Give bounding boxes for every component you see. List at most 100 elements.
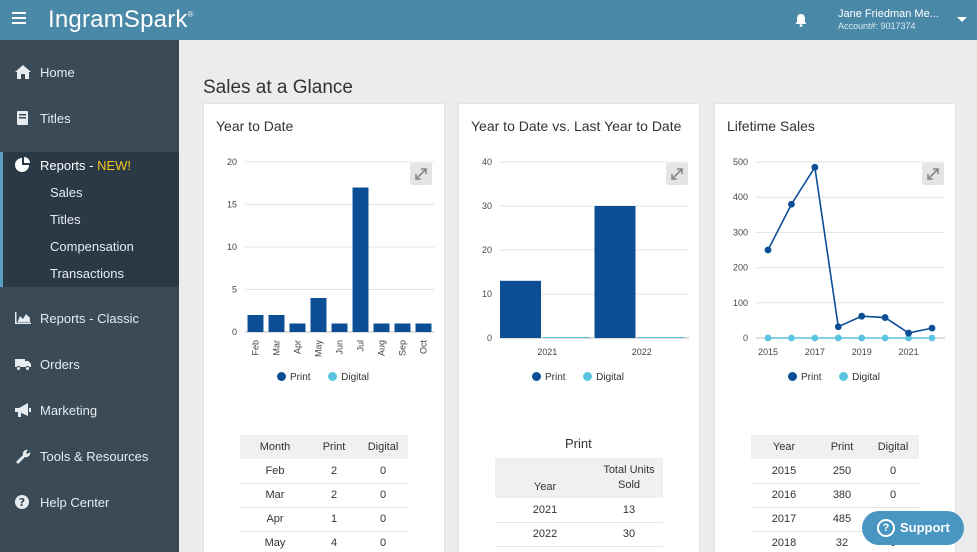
expand-icon <box>927 168 939 180</box>
table-cell: Apr <box>240 507 310 532</box>
bar-print-2021 <box>500 280 541 338</box>
point-digital-2019 <box>858 334 866 342</box>
y-tick-label: 0 <box>743 333 748 343</box>
sidebar-item-home[interactable]: Home <box>0 50 179 96</box>
table-cell: 2 <box>310 483 358 508</box>
table-cell: 380 <box>817 483 867 508</box>
bar-print-mar <box>268 315 285 332</box>
expand-button[interactable] <box>410 163 432 185</box>
sidebar-subitem-transactions[interactable]: Transactions <box>50 266 124 281</box>
table-cell: 2 <box>310 459 358 484</box>
table-cell: 2021 <box>495 498 595 523</box>
ytd-table: Month Print Digital Feb 2 0 Mar 2 0 Apr 1 0 Ma… <box>240 435 408 552</box>
chart-legend: Print Digital <box>532 372 624 383</box>
y-tick-label: 20 <box>227 157 237 167</box>
column-header: Digital <box>358 435 408 459</box>
y-tick-label: 15 <box>227 200 237 210</box>
table-row: Mar 2 0 <box>240 483 408 508</box>
point-print-2022 <box>928 324 936 332</box>
legend-label-print: Print <box>290 372 311 383</box>
x-tick-label: May <box>314 340 324 358</box>
ytd-vs-table: Year Total Units Sold 2021 13 2022 30 <box>495 458 663 547</box>
expand-button[interactable] <box>666 163 688 185</box>
legend-swatch-print <box>788 372 797 381</box>
sidebar-subitem-titles[interactable]: Titles <box>50 212 81 227</box>
table-cell: 4 <box>310 531 358 552</box>
bell-icon[interactable] <box>795 13 807 27</box>
user-account-number: Account#: 9017374 <box>838 21 916 31</box>
column-header: Digital <box>867 435 919 459</box>
y-tick-label: 300 <box>733 227 748 237</box>
expand-button[interactable] <box>922 163 944 185</box>
sidebar-subitem-compensation[interactable]: Compensation <box>50 239 134 254</box>
chart-legend: Print Digital <box>788 372 880 383</box>
sidebar-item-label: Tools & Resources <box>40 449 149 464</box>
x-tick-label: Aug <box>377 340 387 356</box>
sidebar-item-tools[interactable]: Tools & Resources <box>0 434 179 480</box>
table-cell: 30 <box>595 522 663 547</box>
legend-swatch-print <box>277 372 286 381</box>
point-digital-2020 <box>881 334 889 342</box>
table-cell: May <box>240 531 310 552</box>
sidebar-item-orders[interactable]: Orders <box>0 342 179 388</box>
sidebar-item-help[interactable]: ? Help Center <box>0 480 179 526</box>
point-digital-2021 <box>905 334 912 342</box>
y-tick-label: 0 <box>232 327 237 337</box>
y-tick-label: 200 <box>733 263 748 273</box>
table-row: 2016 380 0 <box>751 483 919 508</box>
point-digital-2017 <box>811 334 819 342</box>
megaphone-icon <box>15 403 31 417</box>
bar-print-jun <box>331 323 348 332</box>
legend-swatch-digital <box>583 372 593 381</box>
table-cell: 485 <box>817 507 867 532</box>
sidebar-item-marketing[interactable]: Marketing <box>0 388 179 434</box>
table-cell: 0 <box>358 459 408 484</box>
question-circle-icon: ? <box>15 495 29 509</box>
column-header: Month <box>240 435 310 459</box>
bar-print-jul <box>352 187 369 332</box>
sidebar-item-titles[interactable]: Titles <box>0 96 179 142</box>
column-header: Year <box>751 435 817 459</box>
sidebar-item-reports-new[interactable]: Reports - NEW! <box>40 158 132 173</box>
x-tick-label: Jul <box>356 340 366 352</box>
point-digital-2018 <box>834 334 842 342</box>
sidebar-item-reports-classic[interactable]: Reports - Classic <box>0 296 179 342</box>
x-tick-label: 2021 <box>537 347 557 357</box>
legend-label-digital: Digital <box>341 372 369 383</box>
truck-icon <box>15 359 31 371</box>
app-logo[interactable]: IngramSpark® <box>48 6 194 33</box>
table-cell: 2015 <box>751 459 817 484</box>
menu-icon[interactable] <box>12 12 26 24</box>
card-lifetime-sales: Lifetime Sales 0 100 200 300 400 500 2015 2017 2… <box>714 103 956 552</box>
table-cell: Feb <box>240 459 310 484</box>
bar-print-apr <box>289 323 306 332</box>
table-cell: 2017 <box>751 507 817 532</box>
lifetime-table: Year Print Digital 2015 250 0 2016 380 0 201… <box>751 435 919 552</box>
legend-swatch-print <box>532 372 541 381</box>
y-tick-label: 10 <box>482 289 492 299</box>
table-row: May 4 0 <box>240 531 408 552</box>
y-tick-label: 500 <box>733 157 748 167</box>
y-tick-label: 5 <box>232 285 237 295</box>
chevron-down-icon[interactable] <box>957 17 967 22</box>
table-cell: 32 <box>817 531 867 552</box>
bar-print-oct <box>415 323 432 332</box>
support-button[interactable]: ? Support <box>862 511 964 545</box>
user-name[interactable]: Jane Friedman Me... <box>838 8 939 20</box>
expand-icon <box>671 168 683 180</box>
sidebar-item-label: Marketing <box>40 403 98 418</box>
book-icon <box>17 111 28 125</box>
ytd-vs-last-ytd-bar-chart: 0 10 20 30 40 2021 2022 <box>482 157 689 357</box>
sidebar-subitem-sales[interactable]: Sales <box>50 185 83 200</box>
table-row: 2015 250 0 <box>751 459 919 484</box>
legend-label-print: Print <box>545 372 566 383</box>
sidebar-item-label: Reports - Classic <box>40 311 139 326</box>
year-to-date-bar-chart: 0 5 10 15 20 Feb Mar Apr May Jun Jul Aug Sep Oct <box>227 157 434 358</box>
table-row: 2021 13 <box>495 498 663 523</box>
x-tick-label: 2021 <box>899 347 919 357</box>
bar-print-feb <box>247 315 264 332</box>
card-title: Lifetime Sales <box>727 118 815 134</box>
table-cell: 2022 <box>495 522 595 547</box>
table-cell: 0 <box>358 483 408 508</box>
table-row: 2022 30 <box>495 522 663 547</box>
